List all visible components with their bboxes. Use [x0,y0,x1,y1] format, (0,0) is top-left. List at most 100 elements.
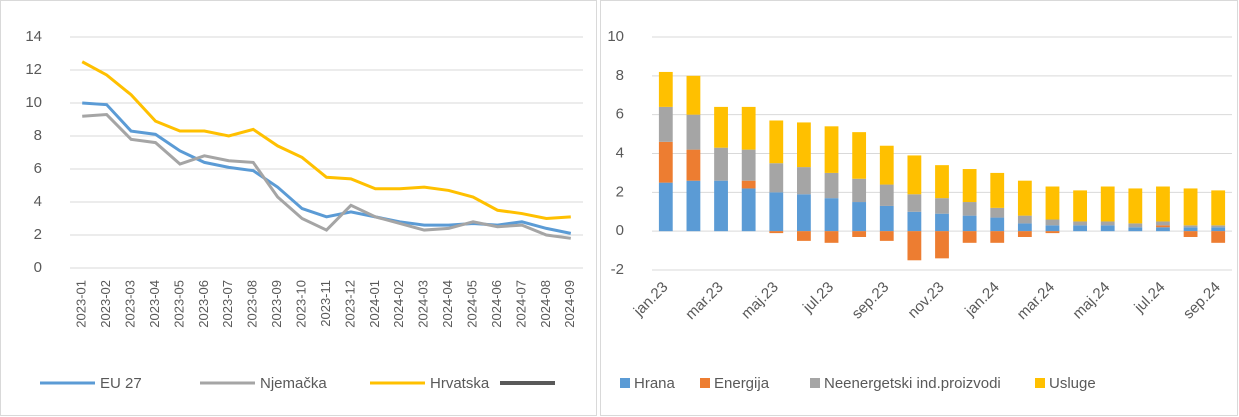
bar-segment [990,217,1005,232]
bar-segment [1211,190,1226,226]
x-tick-label: sep.23 [849,279,893,323]
legend-label: Njemačka [260,375,327,392]
x-tick-label: 2023-09 [269,280,284,328]
x-tick-label: jan.23 [630,279,672,321]
x-tick-label: 2023-07 [220,280,235,328]
bar-segment [1017,215,1032,224]
bar-segment [879,205,894,232]
bar-segment [1183,231,1198,237]
x-tick-label: 2024-08 [538,280,553,328]
x-tick-label: 2023-06 [196,280,211,328]
legend-swatch [700,378,710,388]
bar-segment [714,180,728,232]
x-tick-label: 2023-01 [74,280,89,328]
line-series [82,113,571,240]
bar-segment [824,126,839,173]
legend-label: EU 27 [100,375,142,392]
bar-segment [1017,231,1032,237]
bar-segment [1100,225,1115,232]
chart-border [600,0,1238,416]
bar-segment [1183,225,1198,228]
bar-segment [962,231,977,243]
bar-segment [741,188,756,232]
y-tick-label: -2 [611,261,624,278]
legend-label: Usluge [1049,375,1096,392]
x-tick-label: 2023-11 [318,280,333,327]
x-tick-label: mar.23 [682,279,726,323]
bar-segment [1045,186,1060,220]
y-tick-label: 6 [616,106,624,123]
bar-segment [1128,227,1143,232]
y-tick-label: 14 [25,28,42,45]
bar-segment [907,155,922,195]
bar-segment [769,163,784,193]
bar-segment [1100,186,1115,222]
x-tick-label: 2023-12 [342,280,357,328]
x-tick-label: 2023-02 [98,280,113,328]
y-tick-label: 8 [34,127,42,144]
line-chart: 0 2 4 6 8 10 12 14 2023-01 2023-02 2023-03 2023-04 2… [0,0,597,416]
x-tick-label: 2023-08 [245,280,260,328]
bar-segment [1156,225,1170,228]
x-tick-label: jan.24 [961,279,1003,321]
line-series [81,60,571,221]
legend-swatch [620,378,630,388]
y-tick-label: 6 [34,160,42,177]
x-tick-label: 2023-03 [123,280,138,328]
bar-segment [797,122,811,168]
bar-segment [907,231,922,261]
bar-segment [686,75,701,115]
legend-label: Energija [714,375,770,392]
x-tick-label: 2023-04 [147,280,162,328]
bar-segment [852,231,867,237]
bar-segment [824,172,839,199]
bar-segment [962,202,977,216]
legend-swatch [810,378,820,388]
bar-segment [1156,186,1170,222]
y-tick-label: 0 [34,259,42,276]
bar-segment [852,132,867,179]
legend-label: Hrana [634,375,676,392]
legend-swatch [1035,378,1045,388]
bar-segment [1073,225,1087,232]
y-tick-label: 2 [34,226,42,243]
y-tick-label: 10 [607,28,624,45]
bar-segment [1073,190,1087,222]
bar-segment [658,141,673,183]
y-tick-label: 2 [616,183,624,200]
bar-segment [797,194,811,232]
bar-segment [1183,227,1198,232]
bar-chart: -2 0 2 4 6 8 10 jan.23 mar.23 maj.23 jul.23 sep.23 n… [600,0,1238,416]
x-tick-label: maj.24 [1069,279,1113,323]
bar-segment [962,215,977,232]
bar-segment [797,167,811,195]
bar-segment [1211,225,1226,228]
y-tick-label: 4 [34,193,42,210]
bar-segment [935,198,949,214]
bar-segment [935,231,949,259]
bar-segment [741,180,756,189]
legend-label: Neenergetski ind.proizvodi [824,375,1001,392]
x-tick-label: 2024-07 [513,280,528,328]
bar-segment [797,231,811,241]
x-tick-label: sep.24 [1180,279,1224,323]
bar-segment [686,180,701,232]
bar-segment [852,178,867,203]
bar-segment [935,165,949,199]
x-tick-label: mar.24 [1014,279,1058,323]
bar-segment [990,231,1005,243]
x-tick-label: 2024-09 [562,280,577,328]
bar-segment [1045,225,1060,232]
bar-segment [714,147,728,181]
x-tick-label: nov.23 [905,279,948,322]
x-tick-label: 2024-03 [416,280,431,328]
x-tick-label: 2023-05 [171,280,186,328]
bar-segment [990,172,1005,208]
y-tick-label: 12 [25,61,42,78]
x-tick-label: 2024-04 [440,280,455,328]
bar-segment [1045,231,1060,234]
bar-segment [990,207,1005,218]
bar-segment [1045,219,1060,226]
bar-segment [879,145,894,185]
bar-segment [769,231,784,234]
